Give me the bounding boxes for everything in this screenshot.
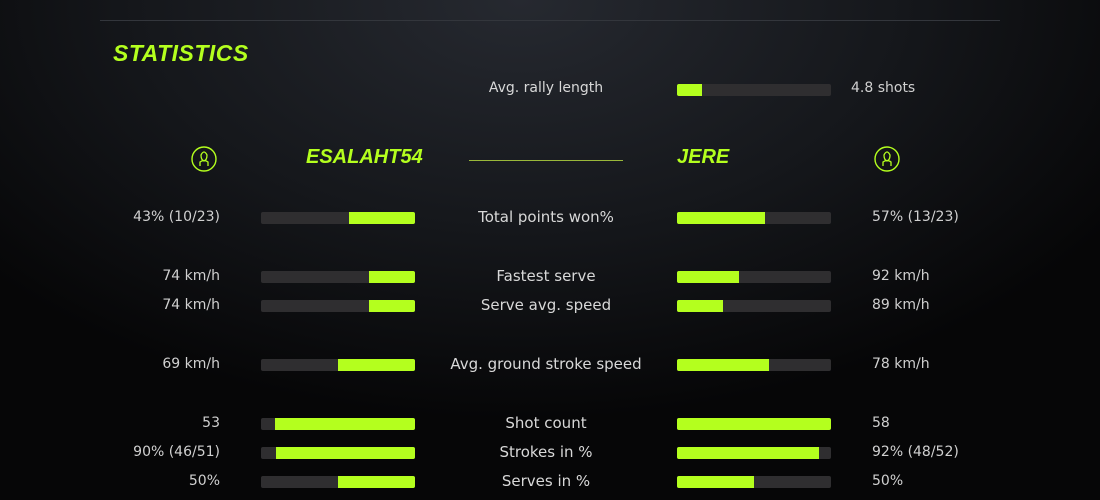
page-title: STATISTICS: [113, 40, 249, 66]
player-right-name: JERE: [677, 146, 730, 168]
stat-left-bar: [261, 300, 415, 312]
stat-left-value: 90% (46/51): [133, 444, 220, 460]
stat-right-bar: [677, 212, 831, 224]
stat-right-bar: [677, 271, 831, 283]
stat-right-bar-fill: [677, 271, 739, 283]
stat-left-bar: [261, 476, 415, 488]
stat-right-bar: [677, 300, 831, 312]
stat-right-value: 89 km/h: [872, 297, 930, 313]
stat-left-bar-fill: [276, 447, 415, 459]
stat-left-bar: [261, 418, 415, 430]
stat-left-bar-fill: [274, 418, 415, 430]
stat-left-bar-fill: [348, 212, 415, 224]
stat-right-bar-fill: [677, 359, 770, 371]
stat-right-bar-fill: [677, 300, 724, 312]
stat-right-bar: [677, 447, 831, 459]
stat-right-bar: [677, 476, 831, 488]
stat-right-bar: [677, 418, 831, 430]
stat-right-bar-fill: [677, 447, 819, 459]
stat-left-value: 43% (10/23): [133, 209, 220, 225]
stat-left-value: 53: [202, 415, 220, 431]
stat-label: Serve avg. speed: [480, 296, 612, 314]
stat-left-bar: [261, 212, 415, 224]
player-left-name: ESALAHT54: [306, 146, 423, 168]
stat-left-bar-fill: [368, 300, 415, 312]
stat-right-bar-fill: [677, 212, 765, 224]
stat-right-bar: [677, 359, 831, 371]
stat-label: Strokes in %: [499, 443, 593, 461]
stat-right-bar-fill: [677, 476, 754, 488]
rally-bar-fill: [677, 84, 702, 96]
stat-label: Total points won%: [478, 208, 614, 226]
user-avatar-icon[interactable]: [191, 146, 217, 172]
rally-value: 4.8 shots: [851, 80, 916, 96]
rally-label: Avg. rally length: [488, 80, 604, 96]
stat-right-value: 57% (13/23): [872, 209, 959, 225]
stat-label: Avg. ground stroke speed: [450, 355, 642, 373]
stat-right-value: 50%: [872, 473, 904, 489]
stat-left-bar-fill: [338, 476, 415, 488]
top-divider: [100, 20, 1000, 21]
stat-right-value: 58: [872, 415, 890, 431]
players-divider: [469, 160, 623, 161]
stat-right-value: 92% (48/52): [872, 444, 959, 460]
stat-left-value: 74 km/h: [162, 297, 220, 313]
rally-bar: [677, 84, 831, 96]
stat-left-value: 69 km/h: [162, 356, 220, 372]
stat-label: Shot count: [505, 414, 587, 432]
stat-left-bar: [261, 271, 415, 283]
stat-left-value: 50%: [188, 473, 220, 489]
stat-left-bar-fill: [368, 271, 415, 283]
stat-left-value: 74 km/h: [162, 268, 220, 284]
stat-right-value: 92 km/h: [872, 268, 930, 284]
user-avatar-icon[interactable]: [874, 146, 900, 172]
stat-right-bar-fill: [677, 418, 831, 430]
stat-left-bar: [261, 359, 415, 371]
stat-label: Serves in %: [501, 472, 591, 490]
stat-left-bar: [261, 447, 415, 459]
stat-left-bar-fill: [338, 359, 415, 371]
stat-right-value: 78 km/h: [872, 356, 930, 372]
stat-label: Fastest serve: [496, 267, 596, 285]
